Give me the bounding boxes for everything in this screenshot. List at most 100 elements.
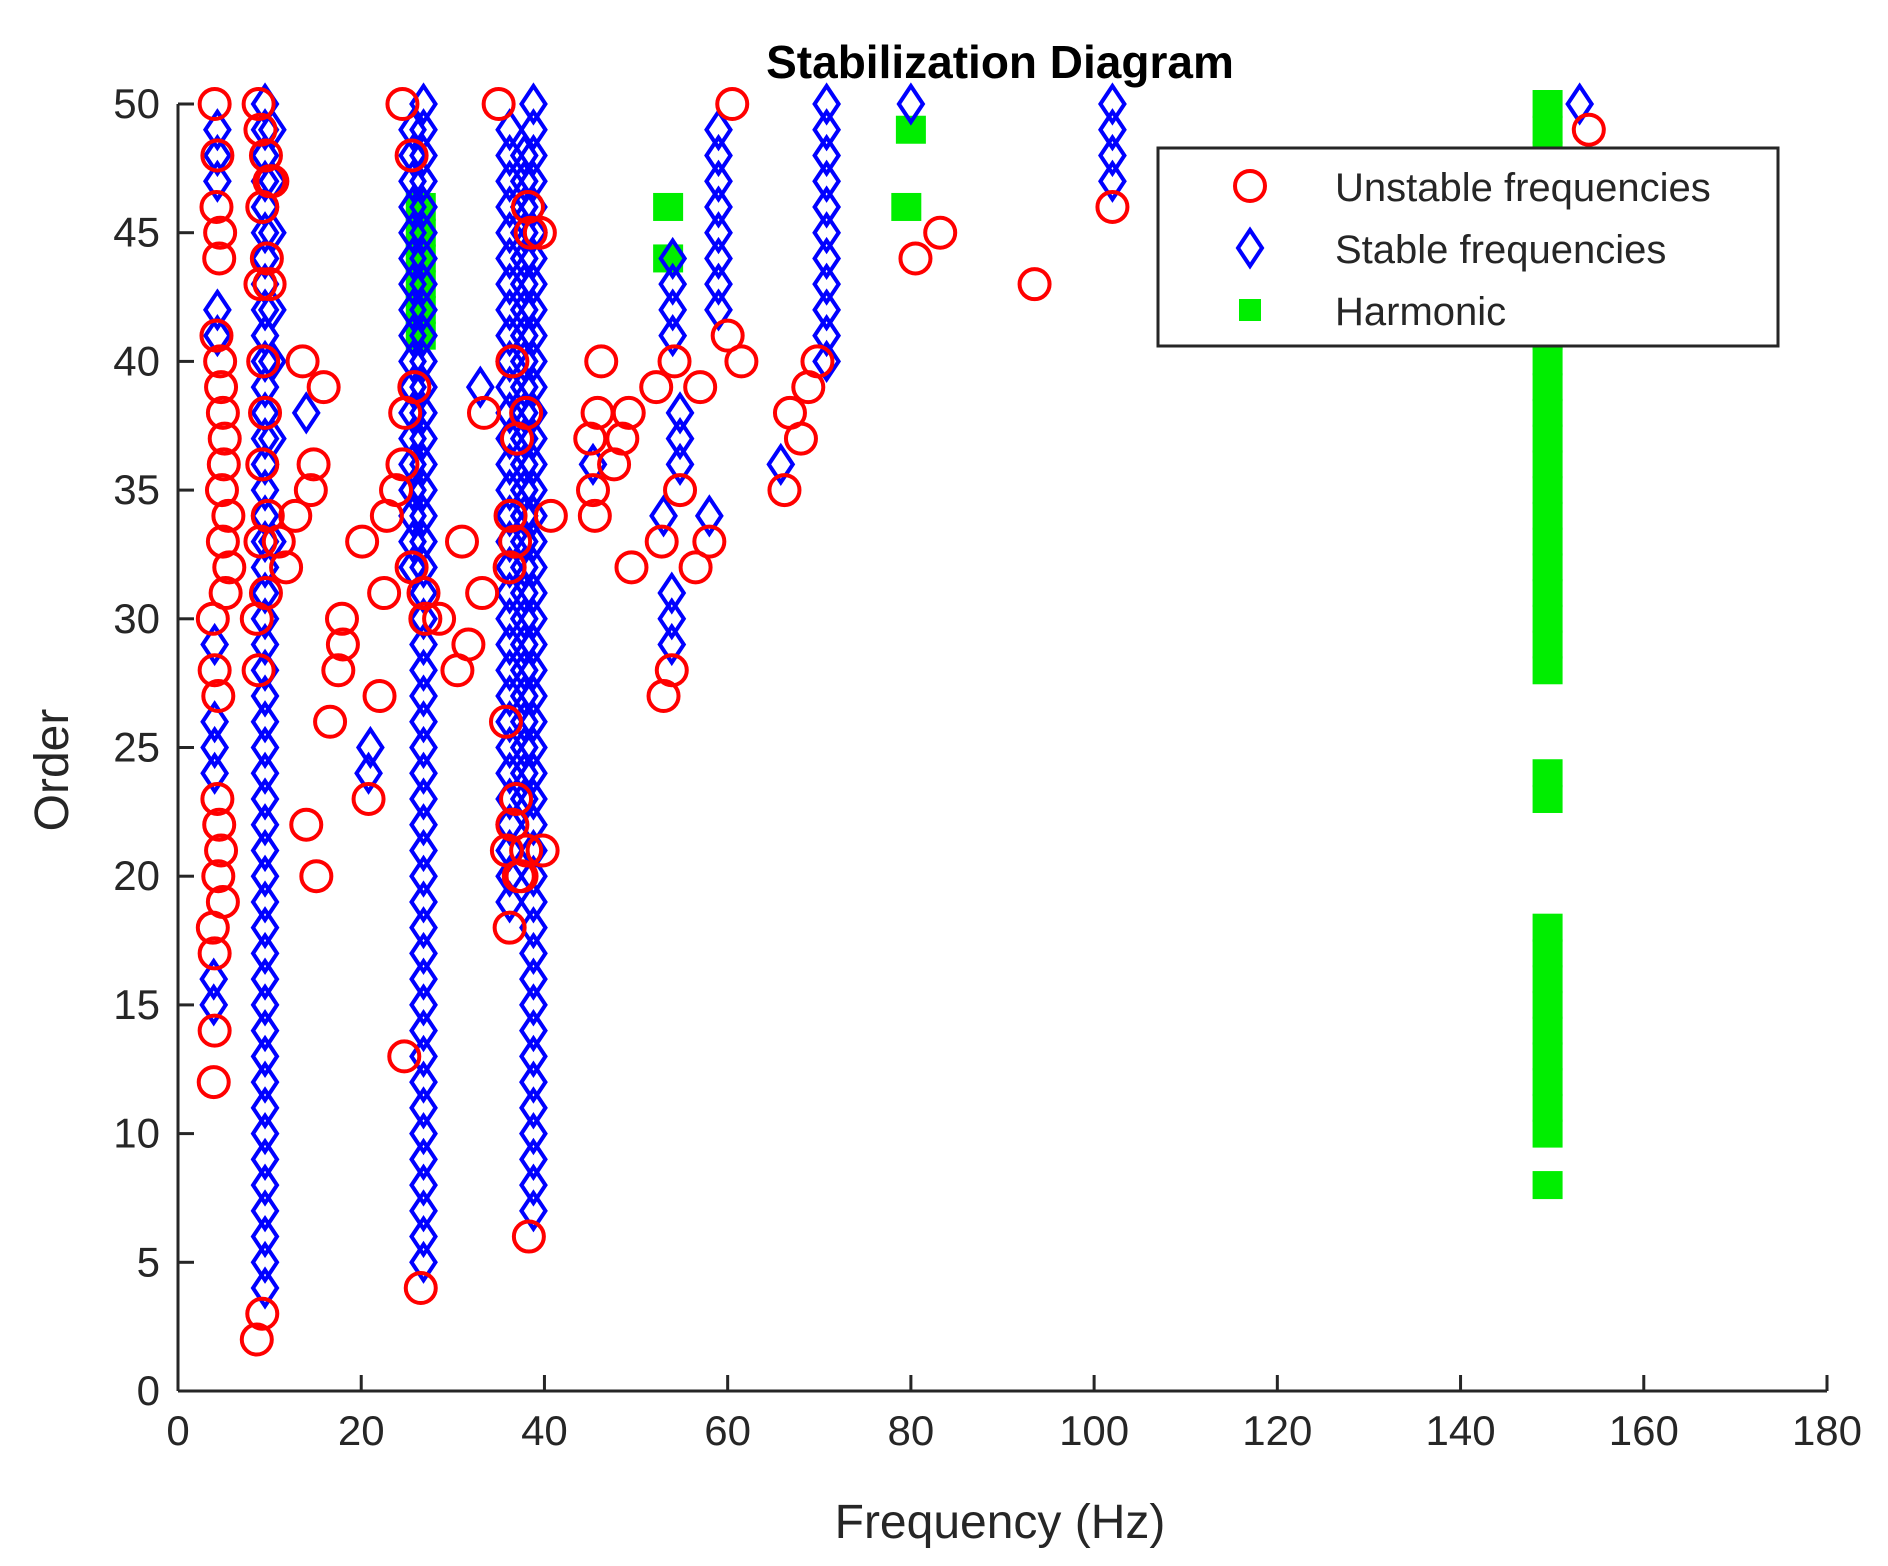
stable-point (250, 1163, 280, 1207)
x-ticks: 0 20 40 60 80 100 120 140 160 180 (166, 1375, 1862, 1454)
unstable-point (199, 189, 234, 224)
harmonic-point (1532, 604, 1563, 633)
unstable-point (246, 344, 281, 379)
unstable-point (197, 653, 232, 688)
stable-point (665, 442, 695, 486)
unstable-point (351, 781, 386, 816)
harmonic-point (653, 192, 684, 221)
stable-point (409, 159, 438, 203)
unstable-point (197, 87, 232, 121)
stable-point (519, 648, 548, 692)
stable-point (250, 725, 280, 770)
x-tick-label: 160 (1609, 1407, 1679, 1454)
unstable-point (239, 601, 274, 636)
unstable-point (533, 498, 568, 533)
unstable-point (388, 395, 423, 430)
unstable-point (201, 859, 236, 894)
stable-point (409, 391, 438, 435)
stable-point (409, 700, 438, 744)
stable-point (409, 468, 438, 512)
unstable-point (269, 550, 304, 585)
stable-point (519, 519, 548, 564)
stable-point (409, 1111, 438, 1156)
stable-point (896, 82, 926, 126)
stable-point (519, 931, 548, 976)
x-tick-label: 80 (888, 1407, 935, 1454)
stable-point (250, 288, 280, 332)
stable-point (519, 777, 548, 821)
stable-point (257, 108, 287, 152)
unstable-point (296, 447, 331, 482)
stable-point (519, 1086, 548, 1130)
stable-point (704, 133, 733, 178)
stable-point (658, 262, 688, 306)
stable-point (250, 983, 280, 1027)
stable-point (409, 725, 438, 770)
stable-point (409, 906, 438, 950)
unstable-point (513, 215, 548, 250)
stable-point (409, 288, 438, 332)
stable-point (519, 1189, 548, 1233)
unstable-point (200, 138, 235, 173)
unstable-series (195, 87, 1606, 1357)
harmonic-point (1532, 630, 1563, 659)
stable-point (812, 262, 842, 306)
y-tick-label: 20 (113, 852, 160, 899)
unstable-point (385, 87, 420, 121)
unstable-point (692, 524, 727, 559)
unstable-point (403, 1271, 438, 1306)
stable-point (409, 648, 438, 692)
stable-point (202, 159, 232, 203)
harmonic-point (1532, 1068, 1563, 1097)
stable-point (409, 545, 438, 589)
stable-point (409, 1060, 438, 1104)
stable-point (519, 983, 548, 1027)
unstable-point (196, 1065, 231, 1100)
unstable-point (306, 370, 341, 405)
unstable-point (492, 550, 527, 585)
stable-point (250, 1266, 280, 1310)
stable-point (409, 1034, 438, 1078)
stable-point (704, 236, 733, 281)
stable-point (398, 417, 427, 461)
harmonic-point (1532, 1016, 1563, 1045)
unstable-point (584, 344, 619, 379)
unstable-point (509, 395, 544, 430)
y-tick-label: 10 (113, 1110, 160, 1157)
y-tick-label: 5 (137, 1238, 160, 1285)
stable-point (658, 288, 688, 332)
harmonic-point (1532, 373, 1563, 402)
y-tick-label: 45 (113, 209, 160, 256)
unstable-point (367, 576, 402, 611)
y-tick-label: 25 (113, 724, 160, 771)
stable-point (409, 751, 438, 795)
unstable-point (197, 936, 232, 971)
unstable-point (243, 267, 278, 302)
stable-point (519, 880, 548, 924)
unstable-point (492, 910, 527, 945)
stable-point (812, 314, 842, 358)
stable-point (250, 468, 280, 512)
stable-point (495, 880, 525, 924)
y-ticks: 0 5 10 15 20 25 30 35 40 45 50 (113, 80, 194, 1414)
stable-point (409, 494, 438, 538)
stable-point (519, 468, 548, 512)
unstable-point (654, 653, 689, 688)
stable-point (812, 211, 842, 255)
unstable-point (293, 473, 328, 508)
stable-point (519, 288, 548, 332)
y-axis-label: Order (26, 709, 79, 832)
unstable-point (212, 550, 247, 585)
unstable-point (408, 601, 443, 636)
stable-point (398, 442, 427, 486)
harmonic-point (1532, 398, 1563, 427)
stable-point (250, 700, 280, 744)
stable-point (409, 314, 438, 358)
stable-point (250, 1137, 280, 1181)
harmonic-point (1532, 347, 1563, 376)
unstable-point (923, 215, 958, 250)
stable-point (355, 725, 385, 770)
stable-point (1098, 82, 1127, 126)
stable-point (250, 211, 280, 255)
